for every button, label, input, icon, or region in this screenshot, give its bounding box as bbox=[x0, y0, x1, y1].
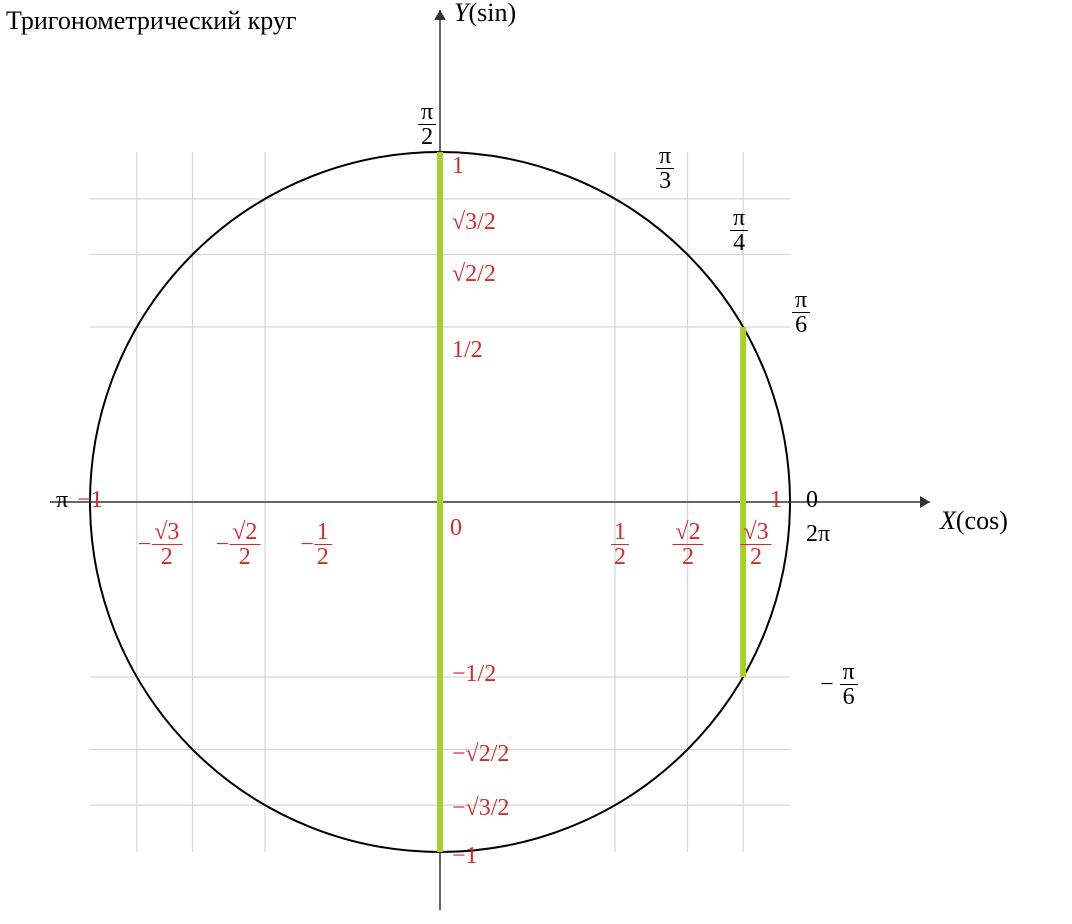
cos-value-label: −√32 bbox=[138, 520, 183, 569]
sin-value-label: −√2/2 bbox=[452, 742, 509, 766]
diagram-svg bbox=[0, 0, 1072, 924]
angle-label: π3 bbox=[656, 144, 674, 193]
cos-value-label: −12 bbox=[300, 520, 332, 569]
sin-value-label: 1 bbox=[452, 154, 464, 178]
angle-label: − π6 bbox=[820, 660, 858, 709]
trig-circle-diagram: Тригонометрический круг Y(sin) X(cos) π2… bbox=[0, 0, 1072, 924]
sin-value-label: √3/2 bbox=[452, 210, 496, 234]
sin-value-label: √2/2 bbox=[452, 262, 496, 286]
cos-value-label: 12 bbox=[611, 520, 629, 569]
cos-value-label: √22 bbox=[672, 520, 703, 569]
angle-label: 0 bbox=[806, 488, 818, 512]
angle-label: π6 bbox=[792, 288, 810, 337]
sin-value-label: −1/2 bbox=[452, 662, 496, 686]
angle-label: π2 bbox=[418, 100, 436, 149]
sin-value-label: −√3/2 bbox=[452, 796, 509, 820]
cos-value-label: −√22 bbox=[216, 520, 261, 569]
angle-label: π bbox=[56, 488, 68, 512]
sin-value-label: 1/2 bbox=[452, 338, 483, 362]
angle-label: 2π bbox=[806, 522, 830, 546]
cos-value-label: √32 bbox=[740, 520, 771, 569]
x-axis-label: X(cos) bbox=[940, 508, 1008, 534]
y-axis-label: Y(sin) bbox=[454, 0, 516, 26]
sin-value-label: 0 bbox=[450, 516, 462, 540]
diagram-title: Тригонометрический круг bbox=[6, 8, 297, 34]
sin-value-label: −1 bbox=[452, 844, 478, 868]
cos-value-label: −1 bbox=[77, 488, 103, 512]
angle-label: π4 bbox=[730, 206, 748, 255]
cos-value-label: 1 bbox=[770, 488, 782, 512]
